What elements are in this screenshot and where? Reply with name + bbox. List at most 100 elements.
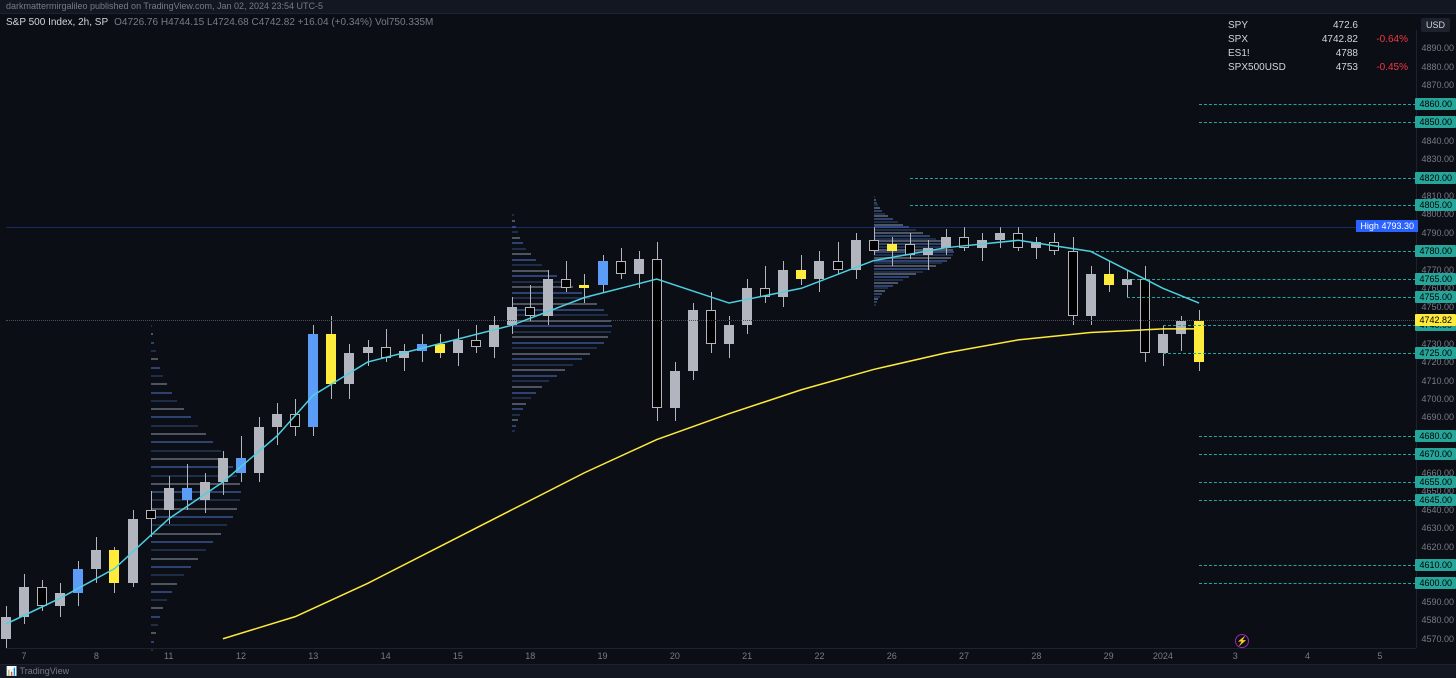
price-level-line[interactable] — [1091, 251, 1416, 252]
price-level-line[interactable] — [1163, 353, 1416, 354]
price-level-line[interactable] — [1199, 583, 1416, 584]
candle-body[interactable] — [164, 488, 174, 510]
candle-body[interactable] — [851, 240, 861, 270]
candle-body[interactable] — [995, 233, 1005, 240]
price-level-tag: 4600.00 — [1415, 577, 1456, 589]
candle-body[interactable] — [55, 593, 65, 606]
candle-body[interactable] — [525, 307, 535, 316]
replay-icon[interactable]: ⚡ — [1235, 634, 1249, 648]
price-level-line[interactable] — [1199, 565, 1416, 566]
candle-body[interactable] — [146, 510, 156, 519]
y-tick: 4710.00 — [1421, 376, 1454, 386]
candle-body[interactable] — [833, 261, 843, 270]
candle-body[interactable] — [887, 244, 897, 251]
candle-body[interactable] — [363, 347, 373, 353]
candle-body[interactable] — [543, 279, 553, 316]
x-tick: 5 — [1377, 651, 1382, 661]
high-line — [6, 227, 1416, 228]
candle-body[interactable] — [724, 325, 734, 343]
candle-body[interactable] — [1, 617, 11, 639]
candle-body[interactable] — [814, 261, 824, 279]
candle-body[interactable] — [869, 240, 879, 251]
x-tick: 11 — [164, 651, 173, 661]
candle-body[interactable] — [1049, 242, 1059, 251]
y-tick: 4890.00 — [1421, 43, 1454, 53]
y-tick: 4570.00 — [1421, 634, 1454, 644]
y-tick: 4880.00 — [1421, 62, 1454, 72]
candle-body[interactable] — [128, 519, 138, 584]
candle-body[interactable] — [579, 285, 589, 289]
candle-body[interactable] — [959, 237, 969, 248]
candle-body[interactable] — [561, 279, 571, 288]
candle-body[interactable] — [941, 237, 951, 248]
price-level-tag: 4655.00 — [1415, 476, 1456, 488]
volume-profile — [512, 214, 612, 435]
price-level-line[interactable] — [1199, 482, 1416, 483]
candle-body[interactable] — [598, 261, 608, 285]
candle-body[interactable] — [1013, 233, 1023, 248]
price-level-line[interactable] — [910, 205, 1416, 206]
price-level-line[interactable] — [1199, 122, 1416, 123]
symbol-name[interactable]: S&P 500 Index, 2h, SP — [6, 17, 108, 28]
candle-body[interactable] — [471, 340, 481, 347]
candle-body[interactable] — [1068, 251, 1078, 316]
candle-body[interactable] — [453, 340, 463, 353]
candle-body[interactable] — [417, 344, 427, 351]
candle-body[interactable] — [1140, 279, 1150, 353]
candle-body[interactable] — [19, 587, 29, 617]
price-level-line[interactable] — [1127, 279, 1416, 280]
price-level-line[interactable] — [1199, 500, 1416, 501]
candle-body[interactable] — [254, 427, 264, 473]
candle-body[interactable] — [109, 550, 119, 583]
price-level-line[interactable] — [1199, 104, 1416, 105]
candle-body[interactable] — [706, 310, 716, 343]
candle-body[interactable] — [399, 351, 409, 358]
candle-body[interactable] — [760, 288, 770, 297]
time-axis[interactable]: 7811121314151819202122262728292024345 — [6, 648, 1416, 664]
candle-body[interactable] — [652, 259, 662, 408]
x-tick: 29 — [1104, 651, 1114, 661]
price-level-line[interactable] — [1199, 454, 1416, 455]
candle-body[interactable] — [1086, 274, 1096, 316]
candle-body[interactable] — [308, 334, 318, 426]
candle-body[interactable] — [616, 261, 626, 274]
price-chart[interactable]: 4860.004850.004820.004805.004780.004765.… — [6, 30, 1416, 648]
candle-body[interactable] — [37, 587, 47, 605]
price-level-line[interactable] — [1163, 325, 1416, 326]
candle-body[interactable] — [670, 371, 680, 408]
candle-body[interactable] — [218, 458, 228, 482]
candle-body[interactable] — [272, 414, 282, 427]
price-level-line[interactable] — [1199, 436, 1416, 437]
candle-body[interactable] — [1104, 274, 1114, 285]
candle-body[interactable] — [923, 248, 933, 255]
candle-body[interactable] — [1031, 242, 1041, 248]
candle-body[interactable] — [182, 488, 192, 501]
candle-body[interactable] — [73, 569, 83, 593]
candle-body[interactable] — [1194, 321, 1204, 362]
candle-body[interactable] — [1158, 334, 1168, 352]
candle-body[interactable] — [778, 270, 788, 298]
candle-body[interactable] — [489, 325, 499, 347]
candle-body[interactable] — [236, 458, 246, 473]
tradingview-logo: 📊 — [6, 666, 20, 676]
candle-body[interactable] — [634, 259, 644, 274]
candle-body[interactable] — [290, 414, 300, 427]
candle-wick — [928, 240, 929, 270]
price-level-tag: 4850.00 — [1415, 116, 1456, 128]
candle-body[interactable] — [200, 482, 210, 500]
candle-body[interactable] — [507, 307, 517, 325]
candle-body[interactable] — [905, 244, 915, 255]
x-tick: 8 — [94, 651, 99, 661]
price-level-line[interactable] — [910, 178, 1416, 179]
candle-body[interactable] — [381, 347, 391, 358]
candle-wick — [530, 285, 531, 322]
candle-body[interactable] — [344, 353, 354, 384]
candle-body[interactable] — [977, 240, 987, 247]
price-level-line[interactable] — [1127, 297, 1416, 298]
candle-body[interactable] — [326, 334, 336, 384]
candle-body[interactable] — [1176, 321, 1186, 334]
candle-body[interactable] — [796, 270, 806, 279]
candle-body[interactable] — [91, 550, 101, 568]
candle-body[interactable] — [435, 344, 445, 353]
y-tick: 4870.00 — [1421, 80, 1454, 90]
